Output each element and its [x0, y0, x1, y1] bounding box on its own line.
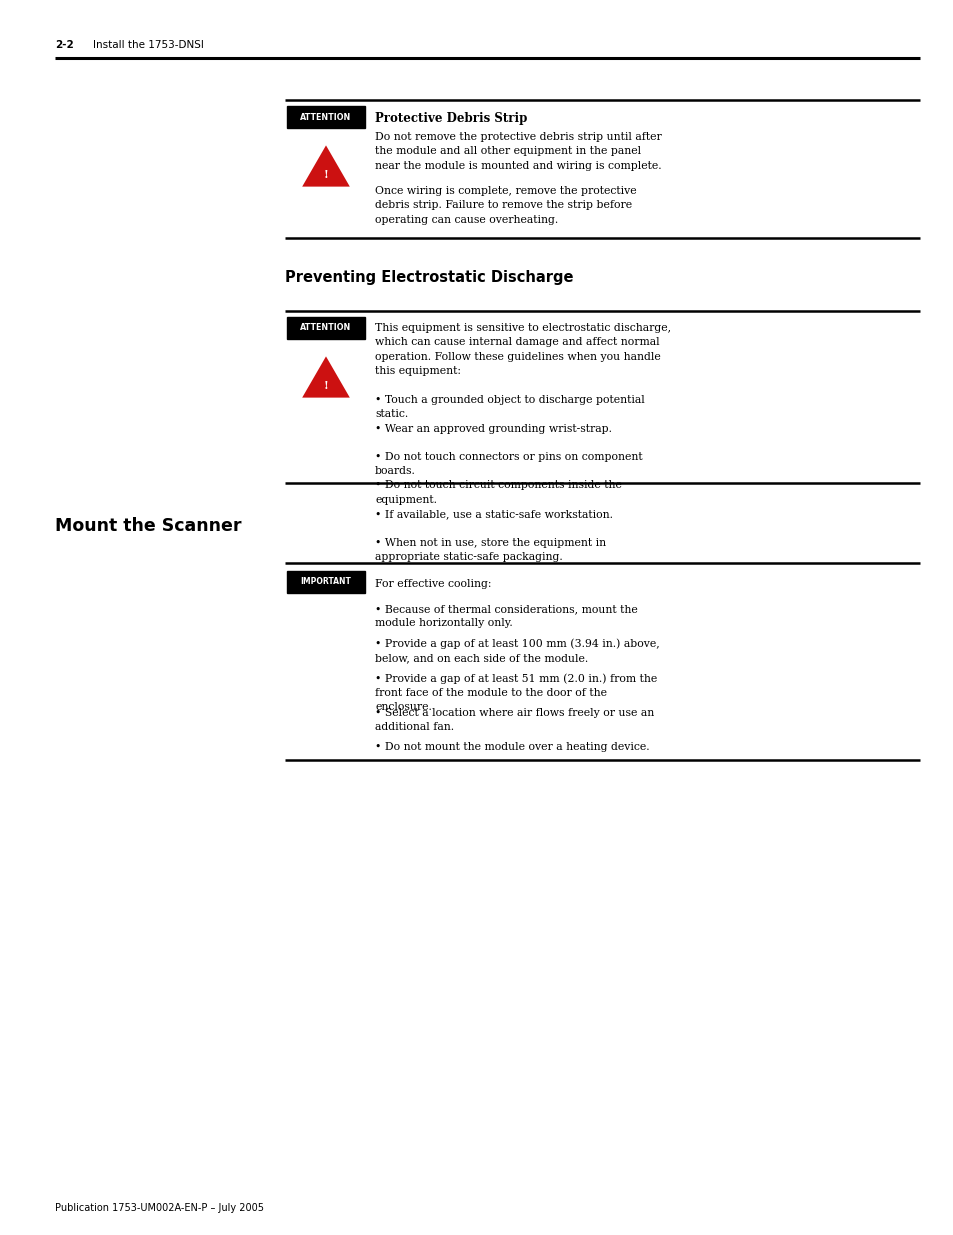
Text: 2-2: 2-2	[55, 40, 73, 49]
Text: IMPORTANT: IMPORTANT	[300, 578, 351, 587]
Text: • Wear an approved grounding wrist-strap.: • Wear an approved grounding wrist-strap…	[375, 424, 612, 433]
Text: • Provide a gap of at least 100 mm (3.94 in.) above,
below, and on each side of : • Provide a gap of at least 100 mm (3.94…	[375, 638, 659, 663]
Text: • Touch a grounded object to discharge potential
static.: • Touch a grounded object to discharge p…	[375, 395, 644, 420]
Text: • Do not touch circuit components inside the
equipment.: • Do not touch circuit components inside…	[375, 480, 621, 505]
FancyBboxPatch shape	[287, 571, 365, 593]
Text: ATTENTION: ATTENTION	[300, 112, 352, 121]
Text: Publication 1753-UM002A-EN-P – July 2005: Publication 1753-UM002A-EN-P – July 2005	[55, 1203, 264, 1213]
FancyBboxPatch shape	[287, 317, 365, 338]
Text: Preventing Electrostatic Discharge: Preventing Electrostatic Discharge	[285, 270, 573, 285]
Text: Install the 1753-DNSI: Install the 1753-DNSI	[92, 40, 204, 49]
Text: Once wiring is complete, remove the protective
debris strip. Failure to remove t: Once wiring is complete, remove the prot…	[375, 186, 636, 225]
Text: !: !	[323, 380, 328, 391]
Polygon shape	[304, 358, 348, 396]
Text: For effective cooling:: For effective cooling:	[375, 579, 491, 589]
FancyBboxPatch shape	[287, 106, 365, 128]
Text: • Do not mount the module over a heating device.: • Do not mount the module over a heating…	[375, 742, 649, 752]
Text: • Do not touch connectors or pins on component
boards.: • Do not touch connectors or pins on com…	[375, 452, 642, 477]
Text: This equipment is sensitive to electrostatic discharge,
which can cause internal: This equipment is sensitive to electrost…	[375, 324, 670, 377]
Text: • When not in use, store the equipment in
appropriate static-safe packaging.: • When not in use, store the equipment i…	[375, 537, 605, 562]
Text: Do not remove the protective debris strip until after
the module and all other e: Do not remove the protective debris stri…	[375, 132, 661, 170]
Text: • Because of thermal considerations, mount the
module horizontally only.: • Because of thermal considerations, mou…	[375, 604, 638, 629]
Text: ATTENTION: ATTENTION	[300, 324, 352, 332]
Text: Protective Debris Strip: Protective Debris Strip	[375, 112, 527, 125]
Text: • Select a location where air flows freely or use an
additional fan.: • Select a location where air flows free…	[375, 708, 654, 732]
Text: Mount the Scanner: Mount the Scanner	[55, 517, 241, 535]
Polygon shape	[304, 147, 348, 185]
Text: !: !	[323, 169, 328, 180]
Text: • If available, use a static-safe workstation.: • If available, use a static-safe workst…	[375, 509, 613, 519]
Text: • Provide a gap of at least 51 mm (2.0 in.) from the
front face of the module to: • Provide a gap of at least 51 mm (2.0 i…	[375, 673, 657, 713]
